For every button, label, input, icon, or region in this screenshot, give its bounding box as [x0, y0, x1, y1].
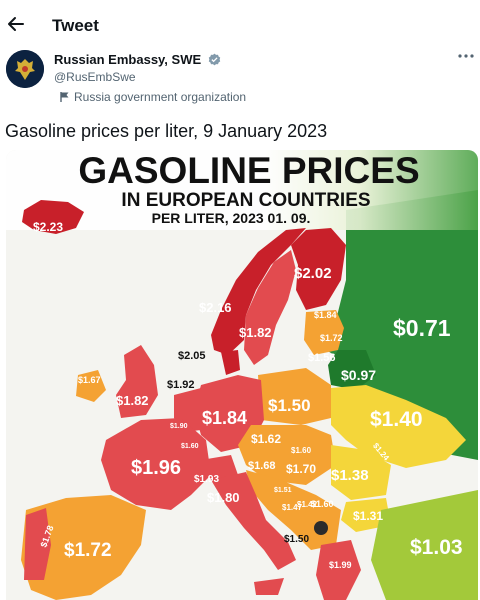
affiliation-label: Russia government organization — [60, 90, 246, 104]
region-uk — [116, 345, 158, 418]
price-label-france: $1.96 — [131, 457, 181, 479]
europe-gasoline-map: GASOLINE PRICES IN EUROPEAN COUNTRIES PE… — [6, 150, 478, 600]
region-turkey — [371, 490, 478, 600]
price-label-slovenia: $1.51 — [274, 487, 292, 494]
affiliation-text: Russia government organization — [74, 90, 247, 104]
page-title: Tweet — [52, 16, 99, 35]
coat-of-arms-icon — [6, 50, 44, 88]
price-label-turkey: $1.03 — [410, 536, 463, 559]
arrow-left-icon[interactable] — [6, 14, 26, 34]
region-central-europe — [238, 425, 336, 485]
region-romania — [331, 445, 391, 500]
price-label-lithuania: $1.56 — [308, 352, 336, 364]
author-name[interactable]: Russian Embassy, SWE — [54, 52, 221, 67]
top-bar: Tweet — [0, 0, 480, 50]
region-finland — [291, 228, 346, 310]
region-italy — [211, 472, 296, 570]
region-poland — [258, 368, 331, 425]
region-greece — [316, 540, 361, 600]
price-label-romania: $1.38 — [331, 467, 369, 484]
region-portugal — [24, 508, 51, 580]
price-label-finland: $2.02 — [294, 265, 332, 282]
price-label-bulgaria: $1.31 — [353, 509, 383, 523]
verified-badge-icon — [208, 53, 221, 66]
price-label-norway: $2.16 — [199, 300, 232, 315]
price-label-greece: $1.99 — [329, 560, 352, 570]
region-sicily — [254, 578, 284, 595]
price-label-netherlands: $1.92 — [167, 379, 195, 391]
price-label-serbia: $1.60 — [311, 499, 334, 509]
price-label-belgium: $1.90 — [170, 423, 188, 430]
region-iceland — [22, 200, 84, 234]
author-name-text[interactable]: Russian Embassy, SWE — [54, 52, 202, 67]
region-baltics — [304, 310, 344, 355]
price-label-russia: $0.71 — [393, 315, 451, 341]
price-label-hungary: $1.70 — [286, 462, 316, 476]
price-label-germany: $1.84 — [202, 408, 247, 428]
infographic-subtitle2: PER LITER, 2023 01. 09. — [152, 210, 311, 226]
more-dots-icon[interactable] — [456, 46, 476, 66]
price-label-austria: $1.68 — [248, 460, 276, 472]
price-label-poland: $1.50 — [268, 396, 311, 415]
author-handle[interactable]: @RusEmbSwe — [54, 70, 136, 84]
region-spain — [21, 495, 146, 600]
price-label-uk: $1.82 — [116, 393, 149, 408]
price-label-luxembourg: $1.60 — [181, 443, 199, 450]
price-label-montenegro: $1.50 — [284, 534, 309, 545]
price-label-iceland: $2.23 — [33, 220, 63, 234]
price-label-estonia: $1.84 — [314, 310, 337, 320]
region-sweden — [244, 250, 296, 365]
price-label-ireland: $1.67 — [78, 375, 101, 385]
region-france — [101, 418, 211, 510]
avatar[interactable] — [6, 50, 44, 88]
tweet-media-image[interactable]: GASOLINE PRICES IN EUROPEAN COUNTRIES PE… — [6, 150, 478, 600]
price-label-belarus: $0.97 — [341, 367, 376, 383]
region-ireland — [76, 370, 106, 402]
region-belarus — [328, 350, 376, 390]
price-label-sweden: $1.82 — [239, 325, 272, 340]
price-label-latvia: $1.72 — [320, 333, 343, 343]
region-ukraine — [331, 385, 466, 468]
region-norway — [211, 228, 306, 355]
infographic-title: GASOLINE PRICES — [78, 150, 419, 191]
price-label-denmark: $2.05 — [178, 350, 206, 362]
infographic-subtitle: IN EUROPEAN COUNTRIES — [121, 190, 370, 211]
price-label-ukraine: $1.40 — [370, 408, 423, 431]
price-label-bosnia: $1.42 — [297, 500, 318, 509]
flag-icon — [60, 92, 69, 102]
price-label-czechia: $1.62 — [251, 432, 281, 446]
price-label-switzerland: $1.93 — [194, 474, 219, 485]
region-kosovo — [314, 521, 328, 535]
price-label-croatia: $1.47 — [282, 503, 303, 512]
price-label-slovakia: $1.60 — [291, 446, 312, 455]
price-label-italy: $1.80 — [207, 490, 240, 505]
price-label-spain: $1.72 — [64, 540, 112, 561]
region-switzerland — [201, 455, 238, 480]
tweet-text: Gasoline prices per liter, 9 January 202… — [5, 121, 328, 141]
region-denmark — [221, 350, 240, 375]
